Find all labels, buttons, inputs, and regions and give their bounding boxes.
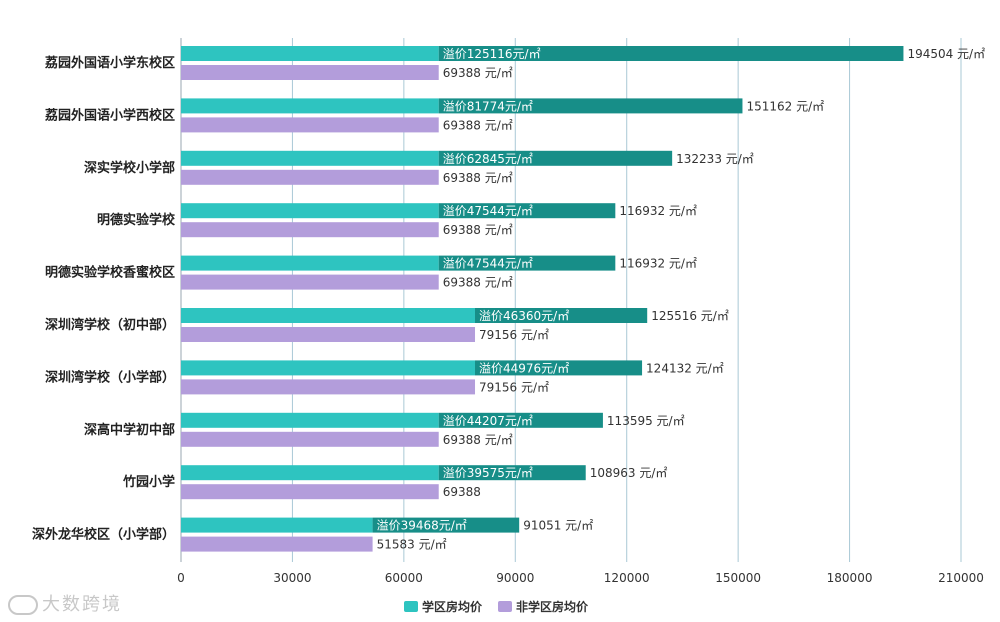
- value-label: 69388: [443, 485, 481, 499]
- bar-school-district: [181, 98, 439, 114]
- bar-premium: [475, 360, 643, 376]
- legend-label: 非学区房均价: [516, 599, 589, 614]
- x-tick-label: 90000: [496, 571, 534, 585]
- value-label: 151162 元/㎡: [746, 99, 824, 113]
- premium-label: 溢价125116元/㎡: [443, 47, 541, 61]
- value-label: 194504 元/㎡: [907, 47, 985, 61]
- bar-premium: [438, 412, 603, 428]
- premium-label: 溢价44976元/㎡: [479, 361, 569, 375]
- bar-non-school-district: [181, 484, 439, 500]
- grid-lines: [180, 38, 962, 562]
- watermark-text: 大数跨境: [42, 594, 122, 615]
- bar-school-district: [181, 150, 439, 166]
- value-label: 124132 元/㎡: [646, 361, 724, 375]
- category-label: 深实学校小学部: [84, 160, 175, 176]
- value-label: 69388 元/㎡: [443, 223, 513, 237]
- x-tick-label: 0: [177, 571, 185, 585]
- category-label: 荔园外国语小学东校区: [44, 55, 175, 71]
- value-label: 69388 元/㎡: [443, 66, 513, 80]
- premium-label: 溢价81774元/㎡: [443, 99, 533, 113]
- legend-swatch: [498, 601, 512, 612]
- bar-non-school-district: [181, 431, 439, 447]
- value-label: 69388 元/㎡: [443, 276, 513, 290]
- x-tick-label: 120000: [604, 571, 650, 585]
- x-tick-labels: 0 30000 60000 90000 120000 150000 180000 210000: [177, 571, 984, 585]
- bar-non-school-district: [181, 379, 476, 395]
- value-label: 69388 元/㎡: [443, 433, 513, 447]
- category-label: 深圳湾学校（小学部）: [45, 369, 175, 385]
- bar-school-district: [181, 46, 439, 61]
- x-tick-label: 150000: [715, 571, 761, 585]
- value-label: 51583 元/㎡: [377, 538, 447, 552]
- premium-label: 溢价62845元/㎡: [443, 152, 533, 166]
- bar-non-school-district: [181, 169, 439, 185]
- bar-premium: [438, 465, 586, 481]
- bar-school-district: [181, 255, 439, 271]
- premium-label: 溢价39468元/㎡: [377, 519, 467, 533]
- category-label: 深高中学初中部: [84, 422, 175, 438]
- bar-premium: [438, 98, 743, 114]
- premium-label: 溢价46360元/㎡: [479, 309, 569, 323]
- premium-label: 溢价44207元/㎡: [443, 414, 533, 428]
- value-label: 125516 元/㎡: [651, 309, 729, 323]
- premium-label: 溢价47544元/㎡: [443, 204, 533, 218]
- value-label: 108963 元/㎡: [590, 466, 668, 480]
- category-label: 明德实验学校香蜜校区: [45, 265, 175, 281]
- bar-school-district: [181, 517, 373, 533]
- bar-non-school-district: [181, 536, 373, 552]
- value-label: 69388 元/㎡: [443, 171, 513, 185]
- category-label: 深外龙华校区（小学部）: [32, 527, 175, 543]
- value-label: 116932 元/㎡: [619, 257, 697, 271]
- category-labels: 荔园外国语小学东校区荔园外国语小学西校区深实学校小学部明德实验学校明德实验学校香…: [32, 55, 176, 543]
- bar-school-district: [181, 412, 439, 428]
- legend-swatch: [404, 601, 418, 612]
- value-label: 132233 元/㎡: [676, 152, 754, 166]
- bar-non-school-district: [181, 117, 439, 133]
- bar-premium: [372, 517, 520, 533]
- category-label: 明德实验学校: [97, 212, 176, 228]
- value-label: 113595 元/㎡: [607, 414, 685, 428]
- watermark: 大数跨境: [8, 590, 122, 616]
- x-tick-label: 210000: [938, 571, 984, 585]
- category-label: 深圳湾学校（初中部）: [45, 317, 175, 333]
- bar-school-district: [181, 360, 476, 376]
- bar-premium: [475, 308, 648, 323]
- x-tick-label: 30000: [273, 571, 311, 585]
- value-label: 79156 元/㎡: [479, 380, 549, 394]
- bar-non-school-district: [181, 274, 439, 290]
- bar-school-district: [181, 308, 476, 323]
- bar-premium: [438, 46, 904, 61]
- watermark-logo-icon: [8, 595, 38, 615]
- bar-school-district: [181, 203, 439, 219]
- value-label: 69388 元/㎡: [443, 118, 513, 132]
- x-tick-label: 60000: [385, 571, 423, 585]
- bar-school-district: [181, 465, 439, 481]
- x-tick-label: 180000: [827, 571, 873, 585]
- bar-non-school-district: [181, 222, 439, 238]
- category-label: 竹园小学: [122, 474, 175, 490]
- category-label: 荔园外国语小学西校区: [44, 107, 175, 123]
- value-label: 116932 元/㎡: [619, 204, 697, 218]
- value-label: 79156 元/㎡: [479, 328, 549, 342]
- legend: 学区房均价 非学区房均价: [404, 599, 589, 614]
- bar-premium: [438, 150, 673, 166]
- premium-label: 溢价39575元/㎡: [443, 466, 533, 480]
- premium-label: 溢价47544元/㎡: [443, 257, 533, 271]
- value-label: 91051 元/㎡: [523, 519, 593, 533]
- legend-label: 学区房均价: [422, 599, 483, 614]
- bar-non-school-district: [181, 65, 439, 80]
- bar-non-school-district: [181, 327, 476, 342]
- bar-premium: [438, 203, 616, 219]
- bar-premium: [438, 255, 616, 271]
